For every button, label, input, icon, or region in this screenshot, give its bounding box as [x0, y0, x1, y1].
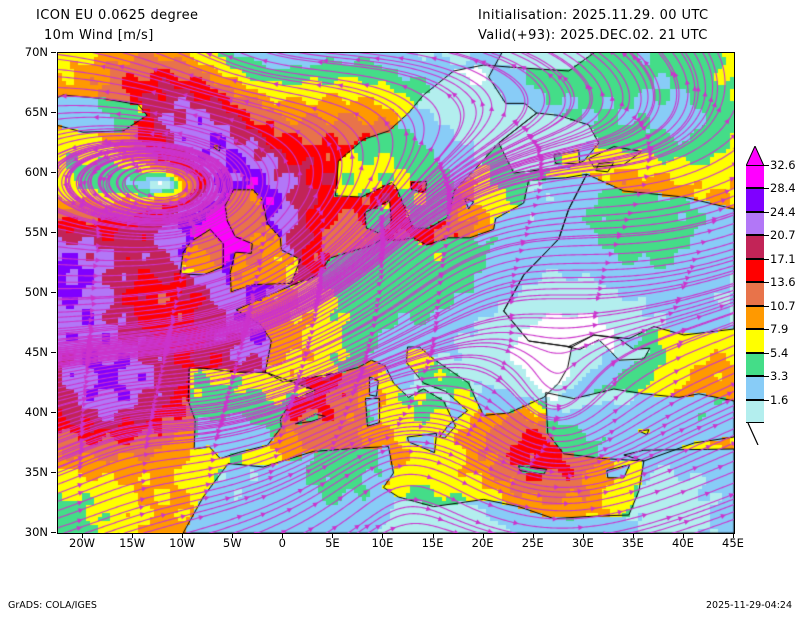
x-tick-label: 15W — [119, 536, 146, 550]
x-tick-mark — [532, 533, 534, 538]
x-tick-label: 5E — [325, 536, 340, 550]
x-tick-label: 30E — [571, 536, 594, 550]
colorbar-tick-mark — [764, 258, 769, 260]
colorbar-band — [746, 305, 764, 330]
colorbar-band — [746, 329, 764, 353]
initialisation-time: Initialisation: 2025.11.29. 00 UTC — [478, 8, 709, 23]
x-tick-mark — [733, 533, 734, 538]
colorbar-tick-mark — [764, 399, 769, 401]
x-tick-mark — [182, 533, 184, 538]
x-tick-mark — [232, 533, 234, 538]
colorbar-tick-mark — [764, 235, 769, 237]
y-tick-mark — [51, 172, 56, 173]
colorbar-band — [746, 258, 764, 283]
x-tick-label: 5W — [222, 536, 242, 550]
y-tick-mark — [51, 232, 56, 233]
variable-title: 10m Wind [m/s] — [44, 28, 154, 43]
colorbar-band — [746, 211, 764, 236]
wind-speed-field — [58, 53, 734, 533]
colorbar-band — [746, 188, 764, 212]
colorbar-tick-label: 32.6 — [770, 158, 796, 172]
colorbar-tick-mark — [764, 188, 769, 190]
x-tick-label: 45E — [722, 536, 744, 550]
x-tick-label: 10W — [169, 536, 196, 550]
y-tick-label: 45N — [24, 345, 48, 359]
colorbar-tick-mark — [764, 352, 769, 354]
y-tick-mark — [51, 292, 56, 293]
x-tick-mark — [82, 533, 84, 538]
x-tick-mark — [482, 533, 484, 538]
footer-source: GrADS: COLA/IGES — [8, 600, 97, 611]
colorbar-tick-label: 17.1 — [770, 251, 796, 266]
colorbar-tick-label: 5.4 — [770, 345, 789, 360]
x-tick-mark — [682, 533, 684, 538]
colorbar-tick-label: 28.4 — [770, 181, 796, 196]
colorbar-tick-mark — [764, 282, 769, 284]
x-tick-mark — [632, 533, 634, 538]
x-tick-label: 10E — [371, 536, 394, 550]
colorbar-band — [746, 282, 764, 306]
y-tick-label: 55N — [24, 225, 48, 239]
y-tick-mark — [51, 52, 56, 53]
y-tick-mark — [51, 532, 56, 533]
colorbar-tick-mark — [764, 211, 769, 213]
x-tick-mark — [432, 533, 434, 538]
wind-map-plot — [57, 52, 735, 534]
colorbar-band — [746, 399, 764, 423]
y-tick-label: 60N — [24, 165, 48, 179]
colorbar-band — [746, 352, 764, 377]
colorbar-tick-label: 3.3 — [770, 369, 789, 384]
y-tick-label: 40N — [24, 405, 48, 419]
footer-timestamp: 2025-11-29-04:24 — [705, 600, 792, 611]
x-tick-mark — [582, 533, 584, 538]
x-tick-label: 35E — [621, 536, 644, 550]
colorbar-band — [746, 165, 764, 189]
y-tick-mark — [51, 472, 56, 473]
colorbar-tick-mark — [764, 329, 769, 331]
y-tick-label: 70N — [24, 45, 48, 59]
y-tick-mark — [51, 352, 56, 353]
x-tick-mark — [282, 533, 284, 538]
y-tick-label: 50N — [24, 285, 48, 299]
colorbar-tick-label: 13.6 — [770, 275, 796, 290]
y-tick-label: 35N — [24, 465, 48, 479]
colorbar-band — [746, 376, 764, 400]
colorbar-band — [746, 235, 764, 259]
colorbar-tick-mark — [764, 305, 769, 307]
colorbar-bottom-tail — [746, 422, 764, 446]
colorbar-tick-label: 24.4 — [770, 204, 796, 219]
x-tick-mark — [332, 533, 334, 538]
y-tick-label: 30N — [24, 525, 48, 539]
wind-speed-colorbar — [746, 165, 764, 423]
y-tick-mark — [51, 412, 56, 413]
colorbar-tick-label: 20.7 — [770, 228, 796, 243]
x-tick-label: 15E — [421, 536, 444, 550]
colorbar-tick-label: 10.7 — [770, 298, 796, 313]
x-tick-mark — [132, 533, 134, 538]
colorbar-top-arrow — [745, 144, 765, 167]
x-tick-label: 20E — [471, 536, 494, 550]
colorbar-tick-label: 7.9 — [770, 322, 789, 337]
valid-time: Valid(+93): 2025.DEC.02. 21 UTC — [478, 28, 708, 43]
x-tick-mark — [382, 533, 384, 538]
x-tick-label: 40E — [671, 536, 694, 550]
colorbar-tick-mark — [764, 165, 769, 166]
y-tick-label: 65N — [24, 105, 48, 119]
colorbar-tick-mark — [764, 376, 769, 378]
y-tick-mark — [51, 112, 56, 113]
model-title: ICON EU 0.0625 degree — [36, 8, 199, 23]
x-tick-label: 0 — [278, 536, 286, 550]
x-tick-label: 20W — [69, 536, 96, 550]
colorbar-tick-label: 1.6 — [770, 392, 789, 407]
x-tick-label: 25E — [521, 536, 544, 550]
